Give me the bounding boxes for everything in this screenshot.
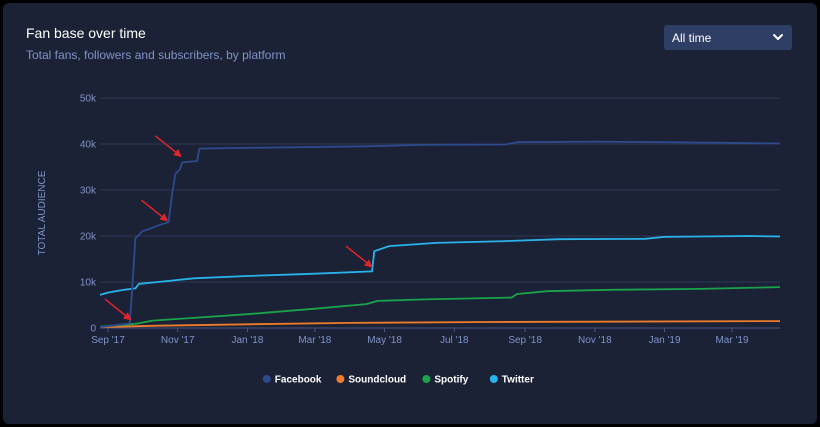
annotation-arrow	[104, 298, 132, 321]
chart-subtitle: Total fans, followers and subscribers, b…	[26, 48, 286, 62]
y-tick-label: 50k	[80, 94, 97, 105]
chart-panel: Fan base over time Total fans, followers…	[3, 3, 817, 424]
x-tick-label: Mar '19	[715, 335, 748, 346]
x-tick-label: Jan '18	[231, 335, 263, 346]
legend-marker-facebook	[262, 375, 271, 383]
legend-marker-soundcloud	[336, 375, 345, 383]
y-tick-label: 0	[90, 324, 96, 335]
series-line-spotify	[99, 286, 781, 328]
legend-label-spotify: Spotify	[434, 375, 468, 386]
annotation-arrow	[141, 199, 169, 222]
x-tick-label: Nov '18	[578, 335, 612, 346]
chart-title: Fan base over time	[26, 25, 146, 41]
legend-marker-twitter	[489, 375, 498, 383]
series-line-facebook	[99, 140, 781, 328]
legend-label-facebook: Facebook	[275, 375, 322, 386]
time-range-dropdown[interactable]: All time	[664, 25, 792, 50]
y-axis-label: TOTAL AUDIENCE	[37, 170, 48, 255]
y-tick-label: 40k	[80, 140, 97, 151]
legend-marker-spotify	[422, 375, 431, 383]
y-tick-label: 30k	[80, 186, 97, 197]
x-tick-label: Mar '18	[298, 335, 331, 346]
x-tick-label: Sep '17	[91, 335, 125, 346]
x-tick-label: Nov '17	[161, 335, 195, 346]
x-tick-label: May '18	[367, 335, 402, 346]
legend-label-soundcloud: Soundcloud	[348, 375, 406, 386]
annotation-arrow	[154, 135, 182, 158]
x-tick-label: Sep '18	[508, 335, 542, 346]
chevron-down-icon	[772, 31, 784, 46]
legend-label-twitter: Twitter	[502, 375, 534, 386]
x-tick-label: Jul '18	[440, 335, 469, 346]
x-tick-label: Jan '19	[649, 335, 681, 346]
y-tick-label: 10k	[80, 278, 97, 289]
annotation-arrow	[345, 245, 373, 268]
y-tick-label: 20k	[80, 232, 97, 243]
series-line-twitter	[99, 235, 781, 296]
dropdown-selected-value: All time	[672, 31, 712, 45]
series-line-soundcloud	[99, 320, 781, 328]
